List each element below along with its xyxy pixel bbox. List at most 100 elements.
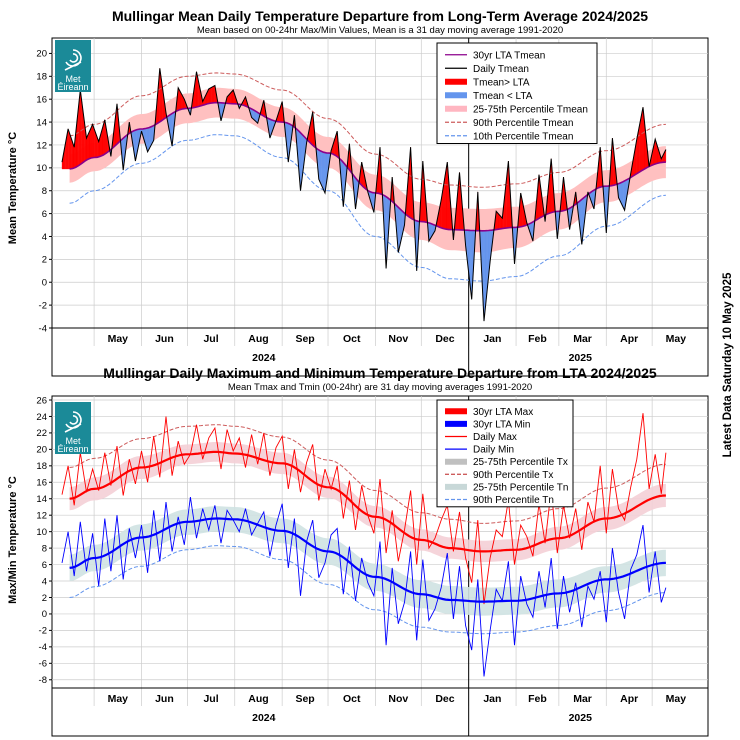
swirl-icon	[64, 411, 82, 433]
swirl-icon	[64, 49, 82, 71]
chart1-month-label: Jun	[155, 333, 174, 345]
percentile-band	[69, 87, 666, 253]
chart2-ytick-label: 0	[42, 609, 47, 620]
legend-entry: 25-75th Percentile Tmean	[473, 104, 588, 115]
daily-mean-line	[61, 68, 667, 322]
chart1-month-label: Sep	[295, 333, 314, 345]
chart2-title: Mullingar Daily Maximum and Minimum Temp…	[103, 365, 657, 381]
chart2-subtitle: Mean Tmax and Tmin (00-24hr) are 31 day …	[228, 382, 532, 393]
chart1-ylabel: Mean Temperature °C	[7, 132, 19, 244]
chart2-month-label: Nov	[388, 693, 408, 705]
chart1-month-label: May	[666, 333, 687, 345]
chart2-ytick-label: 18	[36, 461, 47, 472]
chart1-month-label: Jan	[483, 333, 501, 345]
chart2-month-label: Dec	[435, 693, 454, 705]
chart1-month-label: May	[108, 333, 129, 345]
legend-entry: 30yr LTA Max	[473, 407, 533, 418]
legend-entry: 10th Percentile Tmean	[473, 131, 573, 142]
legend-entry: 90th Percentile Tn	[473, 495, 554, 506]
daily-max-line	[61, 413, 667, 605]
daily-min-line	[61, 497, 667, 677]
percentile-90-line	[69, 72, 666, 188]
logo-text: Met	[65, 74, 81, 84]
legend-entry: 30yr LTA Min	[473, 419, 530, 430]
chart1-ytick-label: 12	[36, 140, 47, 151]
chart2-month-label: Mar	[573, 693, 592, 705]
chart2-ytick-label: 20	[36, 445, 47, 456]
legend-entry: Tmean> LTA	[473, 77, 530, 88]
chart2-ytick-label: 2	[42, 593, 47, 604]
chart1-ytick-label: 8	[42, 186, 47, 197]
chart1-ytick-label: 2	[42, 255, 47, 266]
legend-entry: Tmean < LTA	[473, 91, 533, 102]
legend-entry: 90th Percentile Tx	[473, 470, 553, 481]
chart2-month-label: May	[666, 693, 687, 705]
chart2-month-label: Jun	[155, 693, 174, 705]
legend-entry: 30yr LTA Tmean	[473, 50, 545, 61]
chart2-month-label: Oct	[343, 693, 361, 705]
chart2-month-label: Aug	[248, 693, 268, 705]
chart1-title: Mullingar Mean Daily Temperature Departu…	[112, 8, 648, 24]
chart2-ytick-label: 24	[36, 412, 47, 423]
chart1-subtitle: Mean based on 00-24hr Max/Min Values, Me…	[197, 25, 563, 36]
chart1-ytick-label: -2	[39, 300, 47, 311]
chart1-month-label: Mar	[573, 333, 592, 345]
logo-text: Met	[65, 436, 81, 446]
chart2-ytick-label: 14	[36, 494, 47, 505]
chart2-year-label: 2024	[252, 712, 276, 724]
legend-entry: Daily Tmean	[473, 64, 529, 75]
chart1-ytick-label: 6	[42, 209, 47, 220]
chart2-month-label: Jul	[203, 693, 218, 705]
legend-entry: 25-75th Percentile Tn	[473, 482, 568, 493]
legend-entry: 90th Percentile Tmean	[473, 118, 573, 129]
chart1-ytick-label: 10	[36, 163, 47, 174]
chart2-year-label: 2025	[569, 712, 593, 724]
chart1-ytick-label: 20	[36, 49, 47, 60]
legend-entry: 25-75th Percentile Tx	[473, 457, 568, 468]
chart1-month-label: Nov	[388, 333, 408, 345]
percentile-10-line	[69, 134, 666, 282]
tn-90th-percentile-line	[69, 545, 666, 635]
chart1-year-label: 2025	[569, 352, 593, 364]
legend-entry: Daily Min	[473, 445, 514, 456]
chart1-month-label: Apr	[620, 333, 638, 345]
chart1-month-label: Aug	[248, 333, 268, 345]
lta-min-line	[69, 517, 666, 603]
chart2-ytick-label: -6	[39, 659, 47, 670]
chart2-ytick-label: -8	[39, 675, 47, 686]
latest-data-label: Latest Data Saturday 10 May 2025	[722, 272, 734, 457]
chart2-month-label: Sep	[295, 693, 314, 705]
chart1-plot-area: -4 -2 0 2 4 6 8 10 12 14 16 18 20 May Jun Jul Aug Sep Oct N…	[36, 37, 709, 377]
chart2-month-label: May	[108, 693, 129, 705]
chart2-xaxis-frame	[51, 687, 709, 737]
chart1-month-label: Oct	[343, 333, 361, 345]
chart2-ytick-label: 26	[36, 395, 47, 406]
chart2-ytick-label: 4	[42, 576, 47, 587]
chart2-ytick-label: -4	[39, 642, 47, 653]
chart1-year-label: 2024	[252, 352, 276, 364]
chart1-xaxis-frame	[51, 327, 709, 377]
chart1-month-label: Dec	[435, 333, 454, 345]
legend-entry: Daily Max	[473, 432, 517, 443]
chart1-ytick-label: 14	[36, 117, 47, 128]
lta-max-line	[69, 450, 666, 553]
chart2-ytick-label: 8	[42, 543, 47, 554]
logo-text: Éireann	[57, 82, 88, 92]
chart1-ytick-label: 16	[36, 95, 47, 106]
chart2-ytick-label: -2	[39, 626, 47, 637]
chart2-month-label: Apr	[620, 693, 638, 705]
chart1-month-label: Feb	[528, 333, 547, 345]
chart2-month-label: Feb	[528, 693, 547, 705]
chart2-ytick-label: 16	[36, 478, 47, 489]
tn-percentile-band	[69, 506, 666, 616]
chart1-ytick-label: -4	[39, 323, 47, 334]
chart2-month-label: Jan	[483, 693, 501, 705]
chart2-ytick-label: 22	[36, 428, 47, 439]
chart1-month-label: Jul	[203, 333, 218, 345]
chart1-ytick-label: 18	[36, 72, 47, 83]
chart2-ylabel: Max/Min Temperature °C	[7, 476, 19, 604]
chart1-ytick-label: 0	[42, 278, 47, 289]
chart1-ytick-label: 4	[42, 232, 47, 243]
